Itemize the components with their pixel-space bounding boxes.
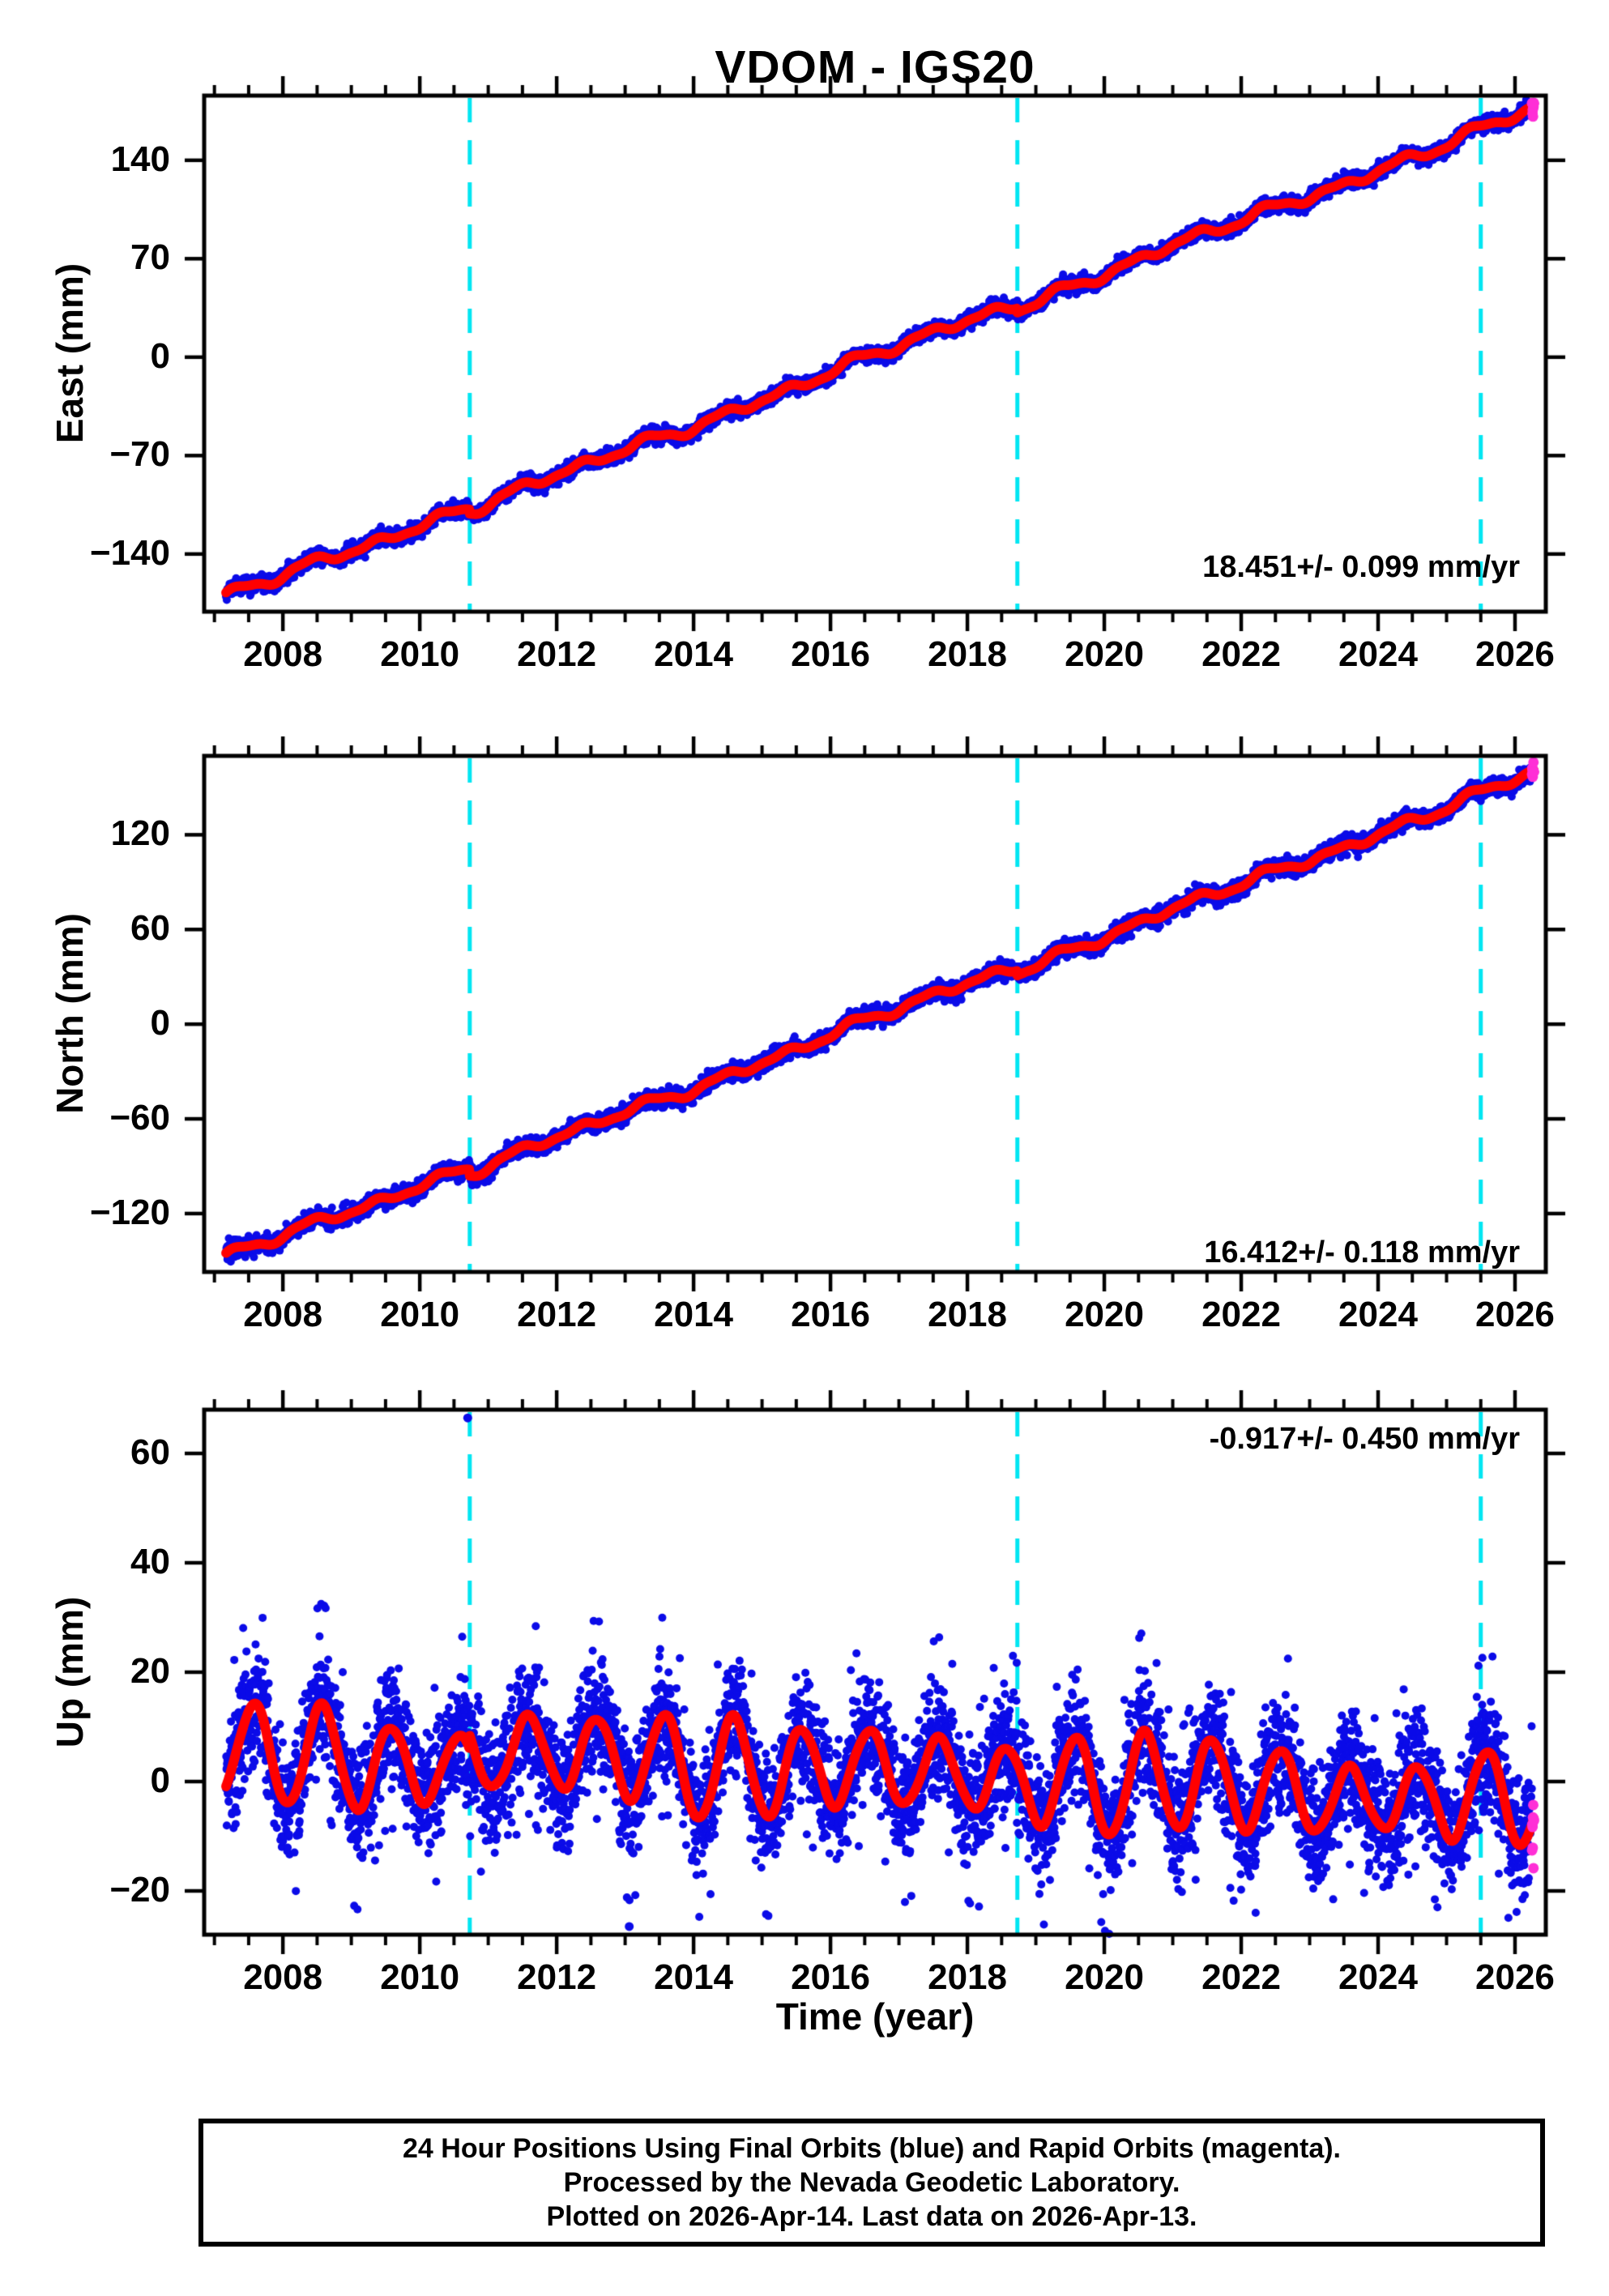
north-y-tick-label: 60 <box>130 908 170 949</box>
up-y-tick-label: 20 <box>130 1651 170 1691</box>
east-y-tick-label: −70 <box>109 434 170 475</box>
north-x-tick-label: 2012 <box>517 1295 597 1334</box>
east-x-tick-label: 2022 <box>1201 634 1281 674</box>
plot-title: VDOM - IGS20 <box>715 41 1035 93</box>
north-x-tick-label: 2026 <box>1475 1295 1555 1334</box>
up-x-tick-label: 2010 <box>380 1957 460 1997</box>
x-axis-title: Time (year) <box>775 1995 975 2038</box>
north-y-tick-label: −120 <box>89 1192 170 1232</box>
footer-line-2: Processed by the Nevada Geodetic Laborat… <box>563 2167 1180 2198</box>
north-x-tick-label: 2024 <box>1338 1295 1418 1334</box>
up-rate-annotation: -0.917+/- 0.450 mm/yr <box>1209 1422 1520 1456</box>
north-x-tick-label: 2022 <box>1201 1295 1281 1334</box>
up-y-tick-label: 0 <box>150 1760 170 1800</box>
east-y-tick-label: −140 <box>89 532 170 573</box>
north-x-tick-label: 2016 <box>791 1295 871 1334</box>
north-x-tick-label: 2018 <box>928 1295 1007 1334</box>
up-x-tick-label: 2026 <box>1475 1957 1555 1997</box>
footer-line-1: 24 Hour Positions Using Final Orbits (bl… <box>403 2133 1341 2164</box>
north-y-tick-label: 120 <box>110 813 170 854</box>
north-rate-annotation: 16.412+/- 0.118 mm/yr <box>1204 1235 1520 1270</box>
footer-box: 24 Hour Positions Using Final Orbits (bl… <box>198 2119 1545 2247</box>
up-x-tick-label: 2020 <box>1065 1957 1144 1997</box>
east-y-tick-label: 0 <box>150 335 170 376</box>
east-x-tick-label: 2016 <box>791 634 871 674</box>
east-x-tick-label: 2014 <box>654 634 734 674</box>
up-x-tick-label: 2024 <box>1338 1957 1418 1997</box>
north-x-tick-label: 2008 <box>243 1295 323 1334</box>
east-y-tick-label: 140 <box>110 139 170 179</box>
east-x-tick-label: 2026 <box>1475 634 1555 674</box>
north-x-tick-label: 2014 <box>654 1295 734 1334</box>
east-x-tick-label: 2008 <box>243 634 323 674</box>
up-y-tick-label: −20 <box>109 1870 170 1910</box>
footer-line-3: Plotted on 2026-Apr-14. Last data on 202… <box>546 2201 1197 2232</box>
north-y-tick-label: −60 <box>109 1098 170 1138</box>
north-x-tick-label: 2010 <box>380 1295 460 1334</box>
east-y-tick-label: 70 <box>130 237 170 278</box>
east-x-tick-label: 2024 <box>1338 634 1418 674</box>
east-x-tick-label: 2012 <box>517 634 597 674</box>
east-x-tick-label: 2020 <box>1065 634 1144 674</box>
up-x-tick-label: 2018 <box>928 1957 1007 1997</box>
up-x-tick-label: 2012 <box>517 1957 597 1997</box>
up-y-tick-label: 40 <box>130 1542 170 1581</box>
up-y-tick-label: 60 <box>130 1432 170 1472</box>
east-rate-annotation: 18.451+/- 0.099 mm/yr <box>1202 550 1520 584</box>
up-x-tick-label: 2014 <box>654 1957 734 1997</box>
north-y-tick-label: 0 <box>150 1003 170 1043</box>
east-x-tick-label: 2018 <box>928 634 1007 674</box>
up-x-tick-label: 2008 <box>243 1957 323 1997</box>
east-x-tick-label: 2010 <box>380 634 460 674</box>
up-x-tick-label: 2016 <box>791 1957 871 1997</box>
up-x-tick-label: 2022 <box>1201 1957 1281 1997</box>
north-x-tick-label: 2020 <box>1065 1295 1144 1334</box>
